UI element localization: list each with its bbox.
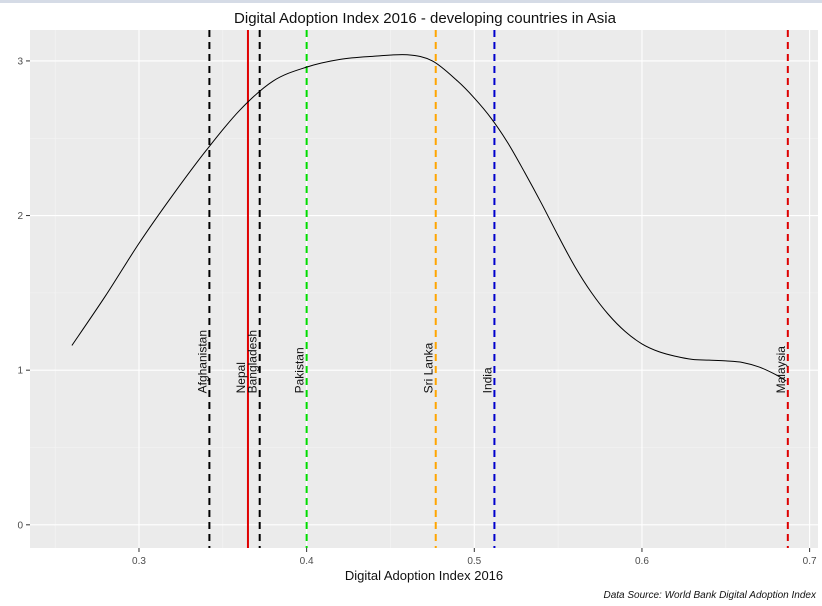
y-tick-label: 0	[17, 520, 23, 531]
label-bangladesh: Bangladesh	[246, 330, 260, 393]
y-tick-label: 3	[17, 56, 23, 67]
y-tick-label: 2	[17, 211, 23, 222]
density-curve	[71, 54, 787, 382]
x-axis-ticks: 0.3 0.4 0.5 0.6 0.7	[132, 548, 817, 567]
x-tick-label: 0.5	[467, 556, 481, 567]
label-sri-lanka: Sri Lanka	[422, 342, 436, 393]
y-tick-label: 1	[17, 366, 23, 377]
chart-title: Digital Adoption Index 2016 - developing…	[234, 10, 617, 27]
label-pakistan: Pakistan	[293, 347, 307, 393]
label-malaysia: Malaysia	[774, 346, 788, 394]
minor-gridlines	[30, 30, 818, 548]
x-tick-label: 0.6	[635, 556, 649, 567]
x-axis-title: Digital Adoption Index 2016	[345, 568, 503, 583]
x-tick-label: 0.7	[803, 556, 817, 567]
country-reference-lines	[208, 30, 789, 548]
top-rule	[0, 0, 822, 3]
label-nepal: Nepal	[234, 362, 248, 393]
x-tick-label: 0.3	[132, 556, 146, 567]
y-axis-ticks: 0 1 2 3	[17, 56, 30, 531]
label-india: India	[480, 367, 494, 393]
plot-panel	[30, 30, 818, 548]
x-tick-label: 0.4	[300, 556, 314, 567]
data-source-caption: Data Source: World Bank Digital Adoption…	[603, 590, 817, 601]
label-afghanistan: Afghanistan	[195, 330, 209, 393]
